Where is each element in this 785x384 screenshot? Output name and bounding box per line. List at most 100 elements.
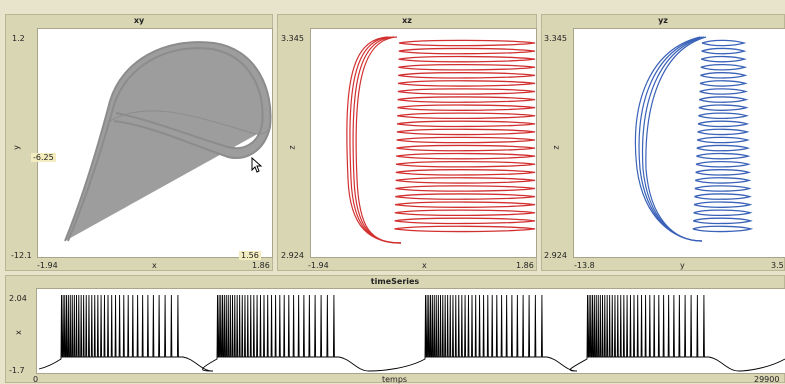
xz-return-arc	[349, 36, 402, 244]
xz-spiral-loop	[395, 185, 536, 192]
yz-spiral-loop	[694, 177, 752, 184]
xz-spiral-loop	[398, 39, 536, 47]
xz-x-max: 1.86	[516, 261, 534, 270]
yz-panel: yz 3.345 z 2.924 -13.8 y 3.5	[541, 14, 785, 271]
xy-cursor-y: -6.25	[31, 153, 56, 162]
xy-band	[65, 42, 271, 242]
xy-trajectory-0	[64, 41, 272, 242]
yz-x-min: -13.8	[574, 261, 595, 270]
xz-return-arc	[352, 36, 402, 244]
yz-spiral-loop	[701, 47, 747, 55]
xz-spiral-loop	[395, 193, 536, 200]
xz-spiral-loop	[397, 112, 536, 120]
xy-y-min: -12.1	[11, 251, 32, 260]
timeseries-y-label: x	[13, 330, 23, 335]
yz-spiral-loop	[697, 120, 750, 128]
yz-x-max: 3.5	[771, 261, 784, 270]
yz-spiral-loop	[695, 160, 751, 168]
xz-spiral-loop	[396, 136, 536, 144]
yz-spiral-loop	[701, 39, 747, 47]
xy-y-max: 1.2	[12, 34, 25, 43]
yz-return-arc	[634, 36, 703, 242]
xz-panel: xz 3.345 z 2.924 -1.94 x 1.86	[277, 14, 537, 271]
yz-y-min: 2.924	[544, 251, 567, 260]
xy-x-label: x	[152, 261, 157, 270]
xz-spiral-loop	[394, 201, 536, 208]
xz-title: xz	[402, 16, 412, 25]
yz-return-arc	[641, 36, 705, 242]
timeseries-curve	[38, 294, 785, 372]
timeseries-x-max: 29900	[754, 375, 780, 384]
timeseries-x-min: 0	[33, 375, 39, 384]
yz-spiral-loop	[699, 80, 748, 87]
yz-spiral-loop	[694, 193, 752, 200]
xz-spiral-loop	[398, 55, 536, 63]
xz-phase-curve	[346, 36, 536, 244]
xy-x-max: 1.86	[252, 261, 270, 270]
yz-spiral-loop	[700, 72, 748, 79]
yz-x-label: y	[680, 261, 685, 270]
yz-title: yz	[658, 16, 668, 25]
xy-panel: xy 1.2 y -6.25 -12.1 -1.94 x 1.56 1.86	[5, 14, 273, 271]
yz-spiral-loop	[693, 201, 753, 208]
yz-spiral-loop	[693, 209, 753, 217]
xy-plot[interactable]	[37, 28, 273, 258]
xz-y-label: z	[287, 145, 297, 150]
xy-y-label: y	[11, 145, 21, 150]
timeseries-y-max: 2.04	[9, 294, 27, 303]
xy-x-min: -1.94	[37, 261, 58, 270]
yz-y-max: 3.345	[544, 34, 567, 43]
xz-spiral-loop	[397, 96, 536, 103]
timeseries-title: timeSeries	[370, 277, 420, 286]
xz-spiral-loop	[394, 217, 536, 225]
xz-spiral-loop	[396, 128, 536, 136]
mouse-pointer-icon	[251, 157, 263, 173]
yz-spiral-loop	[697, 128, 750, 136]
yz-spiral-loop	[699, 88, 749, 95]
xy-trajectory-1	[67, 47, 264, 242]
xy-trajectory-inner	[109, 110, 271, 135]
xz-y-min: 2.924	[281, 251, 304, 260]
xz-return-arc	[346, 36, 402, 244]
xz-spiral-loop	[398, 47, 536, 55]
xz-return-arc	[355, 36, 402, 244]
timeseries-panel: timeSeries 2.04 x -1.7 0 temps 29900	[5, 275, 785, 384]
yz-spiral-loop	[696, 144, 751, 152]
yz-spiral-loop	[698, 112, 749, 120]
xz-spiral-loop	[396, 152, 536, 160]
yz-spiral-loop	[698, 96, 749, 103]
timeseries-plot[interactable]	[36, 288, 785, 374]
xz-spiral-loop	[395, 160, 536, 168]
yz-spiral-loop	[692, 225, 754, 233]
yz-spiral-loop	[692, 217, 753, 225]
xz-spiral-loop	[394, 225, 536, 233]
yz-spiral-loop	[695, 169, 752, 176]
yz-spiral-loop	[694, 185, 752, 192]
yz-y-label: z	[551, 145, 561, 150]
xy-title: xy	[133, 16, 145, 25]
xz-spiral-loop	[396, 144, 536, 152]
yz-plot[interactable]	[573, 28, 785, 258]
xz-spiral-loop	[397, 104, 536, 111]
timeseries-y-min: -1.7	[9, 366, 25, 375]
xz-spiral-loop	[394, 209, 536, 217]
xz-spiral-loop	[397, 88, 536, 95]
xz-spiral-loop	[398, 72, 536, 79]
yz-spiral-loop	[696, 152, 751, 160]
yz-spiral-loop	[696, 136, 750, 144]
xz-spiral-loop	[398, 63, 536, 71]
yz-return-arc	[638, 36, 703, 242]
yz-spiral-loop	[698, 104, 749, 111]
xz-x-min: -1.94	[308, 261, 329, 270]
xy-phase-curve	[64, 41, 272, 242]
xz-plot[interactable]	[310, 28, 537, 258]
xz-spiral-loop	[396, 120, 536, 128]
xy-cursor-x: 1.56	[239, 251, 261, 260]
yz-phase-curve	[634, 36, 754, 242]
xz-y-max: 3.345	[281, 34, 304, 43]
xz-spiral-loop	[395, 169, 536, 176]
xz-x-label: x	[422, 261, 427, 270]
yz-spiral-loop	[700, 63, 748, 71]
xz-spiral-loop	[397, 80, 536, 87]
yz-spiral-loop	[700, 55, 747, 63]
